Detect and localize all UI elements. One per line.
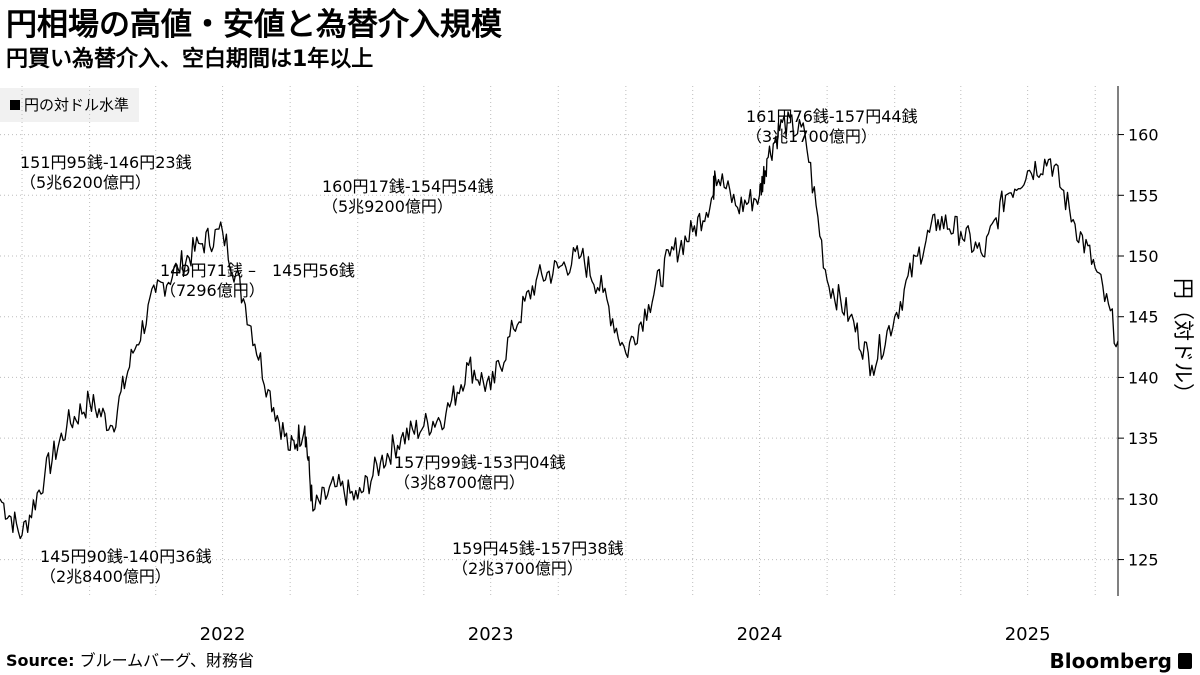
legend: 円の対ドル水準 — [0, 88, 140, 122]
y-tick-label: 150 — [1128, 247, 1159, 266]
source-note: Source: ブルームバーグ、財務省 — [6, 650, 254, 672]
series-line-usdjpy — [0, 111, 1119, 540]
x-tick-label: 2024 — [737, 624, 783, 645]
y-tick-label: 130 — [1128, 490, 1159, 509]
legend-swatch-icon — [10, 100, 20, 110]
annotation-amount: （2兆8400億円） — [40, 567, 171, 586]
brand-name: Bloomberg — [1049, 649, 1172, 673]
annotation-range: 160円17銭-154円54銭 — [322, 177, 494, 196]
annotation-amount: （3兆1700億円） — [746, 127, 877, 146]
source-text: ブルームバーグ、財務省 — [79, 651, 255, 670]
annotation-range: 157円99銭-153円04銭 — [394, 453, 566, 472]
x-tick-label: 2023 — [468, 624, 514, 645]
annotation-range: 145円90銭-140円36銭 — [40, 547, 212, 566]
legend-label: 円の対ドル水準 — [24, 96, 130, 114]
y-tick-label: 145 — [1128, 308, 1159, 327]
chart-subtitle: 円買い為替介入、空白期間は1年以上 — [6, 47, 374, 72]
y-tick-label: 135 — [1128, 429, 1159, 448]
y-tick-label: 160 — [1128, 126, 1159, 145]
annotation-amount: （7296億円） — [160, 281, 265, 300]
y-tick-label: 155 — [1128, 186, 1159, 205]
annotation-amount: （5兆6200億円） — [20, 173, 151, 192]
y-tick-label: 140 — [1128, 368, 1159, 387]
annotation-range: 159円45銭-157円38銭 — [452, 539, 624, 558]
annotation-range: 149円71銭 – 145円56銭 — [160, 261, 355, 280]
x-tick-label: 2025 — [1005, 624, 1051, 645]
y-axis-label: 円（対ドル） — [1171, 278, 1195, 404]
annotation-amount: （3兆8700億円） — [394, 473, 525, 492]
annotation-amount: （5兆9200億円） — [322, 197, 453, 216]
chart-title: 円相場の高値・安値と為替介入規模 — [6, 7, 502, 43]
source-label: Source: — [6, 651, 75, 670]
y-tick-label: 125 — [1128, 551, 1159, 570]
annotation-range: 161円76銭-157円44銭 — [746, 107, 918, 126]
brand-logo: Bloomberg — [1050, 648, 1192, 674]
annotation-range: 151円95銭-146円23銭 — [20, 153, 192, 172]
x-tick-label: 2022 — [200, 624, 246, 645]
annotation-amount: （2兆3700億円） — [452, 559, 583, 578]
bloomberg-icon — [1178, 653, 1192, 669]
